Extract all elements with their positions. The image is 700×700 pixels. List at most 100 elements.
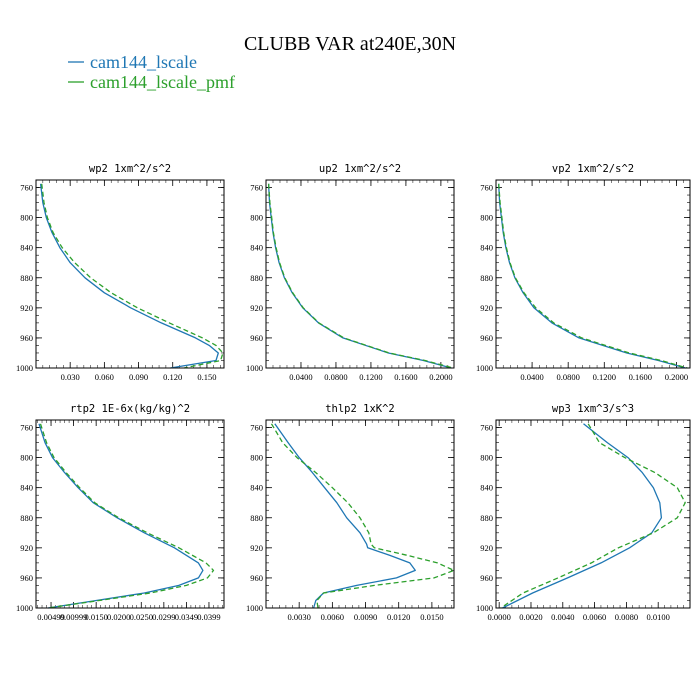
x-tick-label: 0.0120 bbox=[387, 612, 410, 622]
y-tick-label: 760 bbox=[480, 183, 493, 193]
y-tick-label: 960 bbox=[250, 333, 263, 343]
y-tick-label: 840 bbox=[20, 483, 33, 493]
x-tick-label: 0.120 bbox=[163, 372, 182, 382]
x-tick-label: 0.00499 bbox=[37, 612, 65, 622]
x-tick-label: 0.0040 bbox=[551, 612, 574, 622]
y-tick-label: 760 bbox=[250, 183, 263, 193]
panel-title: wp3 1xm^3/s^3 bbox=[552, 403, 634, 415]
y-tick-label: 800 bbox=[480, 213, 493, 223]
x-tick-label: 0.0299 bbox=[152, 612, 175, 622]
legend: cam144_lscale cam144_lscale_pmf bbox=[68, 52, 235, 92]
y-tick-label: 960 bbox=[250, 573, 263, 583]
x-tick-label: 0.0200 bbox=[107, 612, 130, 622]
y-tick-label: 1000 bbox=[246, 603, 263, 613]
panel-1: wp2 1xm^2/s^2 760 800 840 880 920 960 1000 0.030… bbox=[16, 163, 225, 382]
series-line-1 bbox=[39, 183, 219, 369]
y-tick-label: 840 bbox=[250, 483, 263, 493]
y-tick-label: 960 bbox=[20, 573, 33, 583]
panels: wp2 1xm^2/s^2 760 800 840 880 920 960 1000 0.030… bbox=[16, 163, 691, 622]
y-tick-label: 920 bbox=[250, 303, 263, 313]
x-tick-label: 0.1200 bbox=[593, 372, 616, 382]
series-line-1 bbox=[38, 423, 204, 609]
x-tick-label: 0.0400 bbox=[520, 372, 543, 382]
panel-2: up2 1xm^2/s^2 760 800 840 880 920 960 1000 0.040… bbox=[246, 163, 455, 382]
y-tick-label: 880 bbox=[250, 273, 263, 283]
x-tick-label: 0.0349 bbox=[175, 612, 198, 622]
y-tick-label: 880 bbox=[20, 273, 33, 283]
legend-label-2: cam144_lscale_pmf bbox=[90, 72, 235, 92]
x-tick-label: 0.0800 bbox=[324, 372, 347, 382]
panel-3: vp2 1xm^2/s^2 760 800 840 880 920 960 1000 0.040… bbox=[476, 163, 691, 382]
y-tick-label: 800 bbox=[20, 453, 33, 463]
y-tick-label: 880 bbox=[20, 513, 33, 523]
series-line-1 bbox=[274, 423, 416, 609]
y-tick-label: 920 bbox=[20, 303, 33, 313]
x-tick-label: 0.00999 bbox=[60, 612, 88, 622]
x-tick-label: 0.0080 bbox=[615, 612, 638, 622]
panel-title: wp2 1xm^2/s^2 bbox=[89, 163, 171, 175]
series-line-1 bbox=[502, 423, 663, 609]
panel-title: thlp2 1xK^2 bbox=[325, 403, 395, 415]
series-line-2 bbox=[41, 183, 224, 369]
series-line-2 bbox=[498, 183, 688, 369]
x-tick-label: 0.0000 bbox=[487, 612, 510, 622]
x-tick-label: 0.0090 bbox=[354, 612, 377, 622]
series-line-1 bbox=[498, 183, 686, 369]
plot-frame bbox=[265, 179, 455, 369]
x-tick-label: 0.0150 bbox=[420, 612, 443, 622]
plot-frame bbox=[35, 179, 225, 369]
x-tick-label: 0.2000 bbox=[429, 372, 452, 382]
y-tick-label: 960 bbox=[480, 333, 493, 343]
y-tick-label: 800 bbox=[250, 453, 263, 463]
panel-5: thlp2 1xK^2 760 800 840 880 920 960 1000 0.0030 0… bbox=[246, 403, 455, 622]
y-tick-label: 1000 bbox=[476, 603, 493, 613]
x-tick-label: 0.090 bbox=[129, 372, 148, 382]
series-line-2 bbox=[267, 183, 454, 369]
x-tick-label: 0.060 bbox=[95, 372, 114, 382]
series-line-2 bbox=[500, 423, 686, 609]
series-line-2 bbox=[270, 423, 455, 609]
x-tick-label: 0.150 bbox=[197, 372, 216, 382]
plot-frame bbox=[35, 419, 225, 609]
y-tick-label: 1000 bbox=[16, 363, 33, 373]
y-tick-label: 760 bbox=[480, 423, 493, 433]
panel-title: vp2 1xm^2/s^2 bbox=[552, 163, 634, 175]
y-tick-label: 840 bbox=[480, 483, 493, 493]
y-tick-label: 880 bbox=[250, 513, 263, 523]
y-tick-label: 880 bbox=[480, 273, 493, 283]
x-tick-label: 0.0800 bbox=[556, 372, 579, 382]
y-tick-label: 760 bbox=[20, 183, 33, 193]
x-tick-label: 0.0250 bbox=[130, 612, 153, 622]
y-tick-label: 920 bbox=[20, 543, 33, 553]
series-line-2 bbox=[39, 423, 215, 609]
figure-title: CLUBB VAR at240E,30N bbox=[244, 33, 456, 55]
x-tick-label: 0.0020 bbox=[519, 612, 542, 622]
y-tick-label: 800 bbox=[250, 213, 263, 223]
x-tick-label: 0.030 bbox=[61, 372, 80, 382]
x-tick-label: 0.2000 bbox=[665, 372, 688, 382]
x-tick-label: 0.1600 bbox=[394, 372, 417, 382]
y-tick-label: 800 bbox=[480, 453, 493, 463]
x-tick-label: 0.1600 bbox=[629, 372, 652, 382]
y-tick-label: 800 bbox=[20, 213, 33, 223]
x-tick-label: 0.0030 bbox=[287, 612, 310, 622]
y-tick-label: 920 bbox=[250, 543, 263, 553]
x-tick-label: 0.1200 bbox=[359, 372, 382, 382]
y-tick-label: 920 bbox=[480, 303, 493, 313]
series-line-1 bbox=[267, 183, 452, 369]
panel-title: rtp2 1E-6x(kg/kg)^2 bbox=[70, 403, 190, 415]
plot-frame bbox=[495, 419, 691, 609]
y-tick-label: 920 bbox=[480, 543, 493, 553]
panel-title: up2 1xm^2/s^2 bbox=[319, 163, 401, 175]
legend-label-1: cam144_lscale bbox=[90, 52, 197, 72]
y-tick-label: 840 bbox=[480, 243, 493, 253]
y-tick-label: 840 bbox=[250, 243, 263, 253]
y-tick-label: 760 bbox=[250, 423, 263, 433]
x-tick-label: 0.0060 bbox=[583, 612, 606, 622]
y-tick-label: 1000 bbox=[246, 363, 263, 373]
y-tick-label: 840 bbox=[20, 243, 33, 253]
x-tick-label: 0.0150 bbox=[84, 612, 107, 622]
y-tick-label: 760 bbox=[20, 423, 33, 433]
x-tick-label: 0.0100 bbox=[647, 612, 670, 622]
